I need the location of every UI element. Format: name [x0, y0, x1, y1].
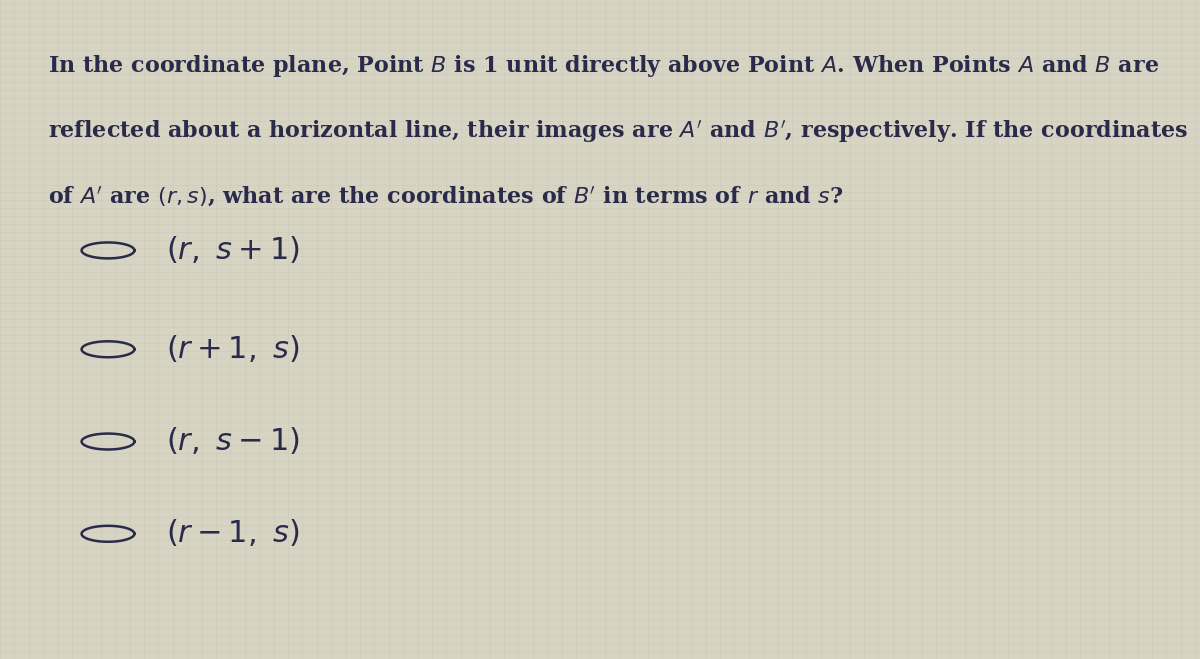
Text: $(r-1,\ s)$: $(r-1,\ s)$	[166, 518, 300, 550]
Text: reflected about a horizontal line, their images are $A'$ and $B'$, respectively.: reflected about a horizontal line, their…	[48, 119, 1188, 145]
Text: $(r,\ s+1)$: $(r,\ s+1)$	[166, 235, 300, 266]
Text: $(r,\ s-1)$: $(r,\ s-1)$	[166, 426, 300, 457]
Text: $(r+1,\ s)$: $(r+1,\ s)$	[166, 333, 300, 365]
Text: of $A'$ are $(r, s)$, what are the coordinates of $B'$ in terms of $r$ and $s$?: of $A'$ are $(r, s)$, what are the coord…	[48, 185, 844, 208]
Text: In the coordinate plane, Point $B$ is 1 unit directly above Point $A$. When Poin: In the coordinate plane, Point $B$ is 1 …	[48, 53, 1159, 78]
